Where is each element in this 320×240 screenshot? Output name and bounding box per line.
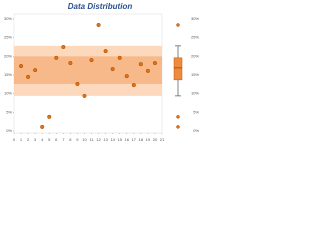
chart-title: Data Distribution [68,2,133,11]
x-tick-label: 11 [89,137,94,142]
point [117,55,122,60]
point [138,62,143,67]
x-tick-label: 17 [132,137,137,142]
x-tick-label: 4 [41,137,44,142]
y2-tick-label: 15% [191,72,199,77]
chart: Data Distribution 0% 0%5% 5%10% 10%15% 15%20… [4,2,199,142]
band [14,56,162,84]
point [75,81,80,86]
point [110,67,115,72]
point [40,124,45,129]
y-tick-label: 20% [4,53,12,58]
outlier [176,125,180,129]
box [173,57,183,81]
y-tick-label: 15% [4,72,12,77]
y2-tick-label: 30% [191,16,199,21]
x-tick-label: 8 [69,137,72,142]
x-tick-label: 19 [146,137,151,142]
y2-tick-label: 10% [191,91,199,96]
x-tick-label: 13 [103,137,108,142]
point [89,58,94,63]
point [26,74,31,79]
point [19,64,24,69]
x-tick-label: 5 [48,137,51,142]
x-tick-label: 14 [110,137,115,142]
y2-tick-label: 5% [193,109,199,114]
x-tick-label: 9 [76,137,79,142]
y-tick-label: 0% [6,128,12,133]
y2-tick-label: 25% [191,35,199,40]
point [68,61,73,66]
point [33,68,38,73]
outlier [176,115,180,119]
y2-tick-label: 20% [191,53,199,58]
point [61,45,66,50]
x-tick-label: 3 [34,137,37,142]
x-tick-label: 2 [27,137,30,142]
point [82,93,87,98]
point [152,61,157,66]
y-tick-label: 25% [4,35,12,40]
point [145,68,150,73]
y-tick-label: 5% [6,109,12,114]
x-tick-label: 18 [139,137,144,142]
x-tick-label: 16 [125,137,130,142]
x-tick-label: 21 [160,137,165,142]
point [103,49,108,54]
point [131,83,136,88]
point [54,55,59,60]
point [124,74,129,79]
x-tick-label: 12 [96,137,101,142]
x-tick-label: 0 [13,137,16,142]
outlier [176,23,180,27]
x-tick-label: 15 [117,137,122,142]
y2-tick-label: 0% [193,128,199,133]
x-tick-label: 6 [55,137,58,142]
x-tick-label: 10 [82,137,87,142]
y-tick-label: 10% [4,91,12,96]
point [47,114,52,119]
y-tick-label: 30% [4,16,12,21]
x-tick-label: 7 [62,137,65,142]
x-tick-label: 20 [153,137,158,142]
point [96,22,101,27]
x-tick-label: 1 [20,137,23,142]
